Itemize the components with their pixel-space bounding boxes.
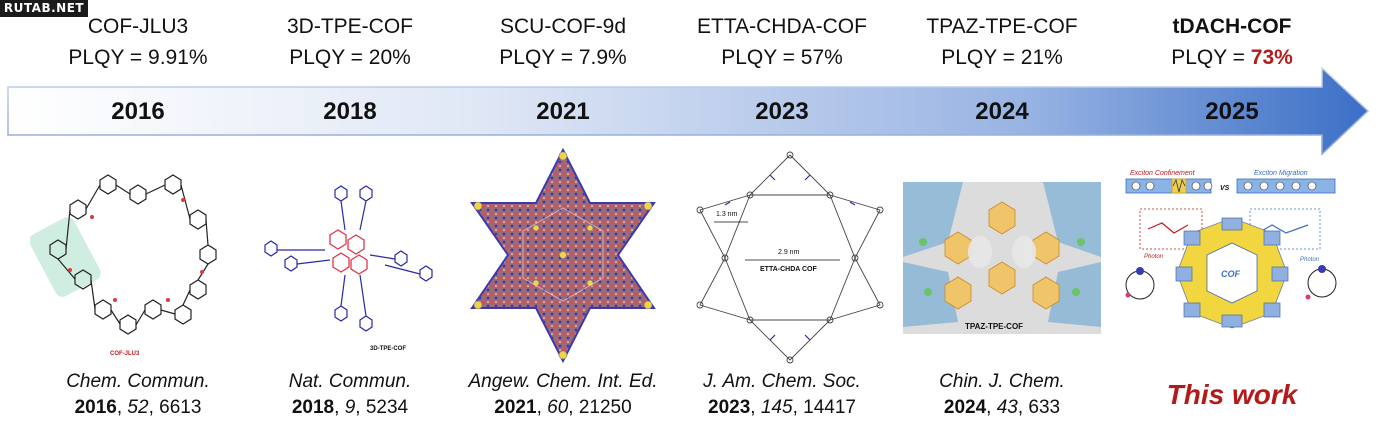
figure-label: 2.9 nm [778,249,800,256]
year-label: 2021 [536,98,590,125]
year-label: 2018 [323,98,377,125]
figure-label: Exciton Confinement [1130,170,1196,177]
figure-label: ETTA-CHDA COF [760,266,817,273]
journal: Chem. Commun. [66,371,210,392]
plqy-value: 21% [1020,46,1063,69]
plqy-value: 57% [800,46,843,69]
figure-caption: COF-JLU3 [110,351,140,357]
scu-cof-9d-star-figure [470,148,656,363]
figure-label: VS [1220,185,1230,192]
timeline-arrow [7,66,1370,156]
cof-jlu3-structure-figure: COF-JLU3 [30,174,217,357]
plqy: PLQY = 9.91% [68,46,208,69]
journal: J. Am. Chem. Soc. [703,371,861,392]
year-label: 2025 [1205,98,1259,125]
citation: 2021, 60, 21250 [494,397,632,418]
timeline-entry-2025: tDACH-COF PLQY = 73% 2025 This work [1117,0,1347,434]
plqy: PLQY = 7.9% [499,46,627,69]
plqy: PLQY = 73% [1171,46,1293,69]
watermark: RUTAB.NET [0,0,88,17]
tpaz-tpe-cof-3d-figure: TPAZ-TPE-COF [903,182,1101,334]
year-label: 2016 [111,98,165,125]
citation: 2018, 9, 5234 [291,397,409,418]
timeline-entry-2021: SCU-COF-9d PLQY = 7.9% 2021 Angew. Chem.… [448,0,678,434]
journal: Nat. Commun. [288,371,412,392]
plqy-value: 7.9% [578,46,627,69]
figure-caption: 3D-TPE-COF [370,346,406,352]
journal: Angew. Chem. Int. Ed. [468,371,658,392]
cof-name: TPAZ-TPE-COF [926,15,1078,38]
this-work-label: This work [1166,379,1298,410]
citation: 2016, 52, 6613 [74,397,202,418]
plqy-value: 20% [368,46,411,69]
timeline-entry-2023: ETTA-CHDA-COF PLQY = 57% 2023 J. Am. Che… [667,0,897,434]
cof-name: COF-JLU3 [87,15,189,38]
year-label: 2023 [755,98,809,125]
tdach-cof-exciton-figure: Exciton Confinement Exciton Migration VS… [1125,170,1337,329]
timeline-entry-2016: COF-JLU3 PLQY = 9.91% 2016 Chem. Commun.… [23,0,253,434]
figure-label: Photon [1144,254,1164,260]
cof-name: 3D-TPE-COF [287,15,413,38]
figure-label: Photon [1300,257,1320,263]
figure-caption: TPAZ-TPE-COF [965,322,1023,331]
plqy-value: 9.91% [148,46,208,69]
citation: 2023, 145, 14417 [708,397,856,418]
timeline-entry-2024: TPAZ-TPE-COF PLQY = 21% 2024 Chin. J. Ch… [887,0,1117,434]
plqy: PLQY = 57% [721,46,843,69]
figure-label: Exciton Migration [1254,170,1308,177]
figure-label: COF [1221,269,1241,279]
journal: Chin. J. Chem. [939,371,1065,392]
plqy: PLQY = 20% [289,46,411,69]
cof-name: ETTA-CHDA-COF [697,15,867,38]
year-label: 2024 [975,98,1029,125]
etta-chda-cof-network-figure: 1.3 nm 2.9 nm ETTA-CHDA COF [696,151,884,364]
citation: 2024, 43, 633 [943,397,1061,418]
timeline-entry-2018: 3D-TPE-COF PLQY = 20% 2018 Nat. Commun. … [235,0,465,434]
figure-label: 1.3 nm [716,211,738,218]
plqy-value: 73% [1250,46,1293,69]
plqy: PLQY = 21% [941,46,1063,69]
cof-name: tDACH-COF [1172,15,1292,38]
cof-name: SCU-COF-9d [499,15,626,38]
3d-tpe-cof-structure-figure: 3D-TPE-COF [264,185,433,352]
